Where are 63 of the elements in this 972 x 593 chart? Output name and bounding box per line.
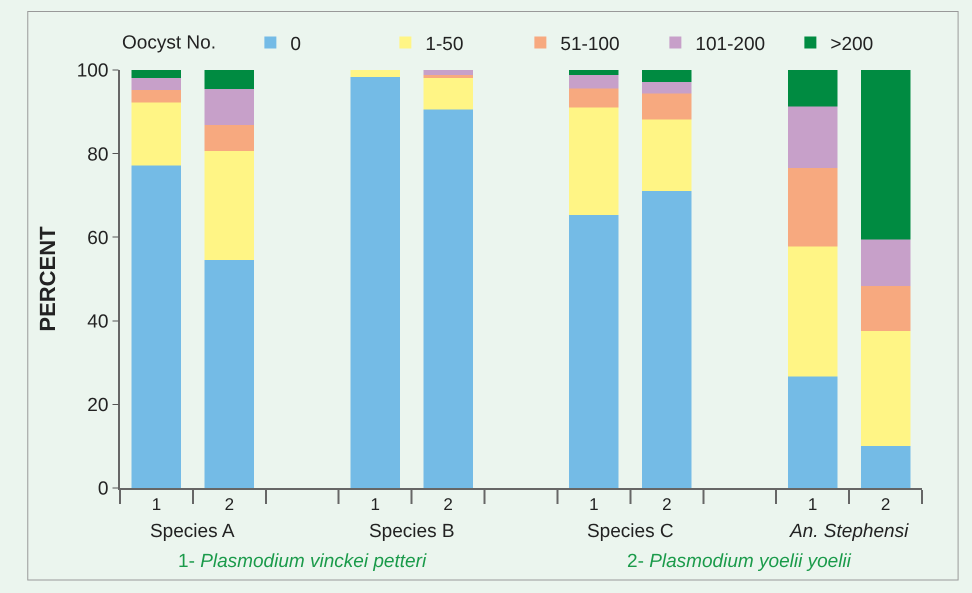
bar [860, 446, 910, 488]
text: Species A [150, 521, 235, 542]
x-tick-label: 2 [880, 495, 890, 514]
x-tick-label: 1 [152, 495, 162, 514]
bar [204, 89, 254, 125]
bar [569, 70, 619, 76]
bar [642, 82, 692, 94]
bar [642, 70, 692, 82]
bar [860, 286, 910, 331]
bar [132, 78, 182, 90]
bar [569, 88, 619, 108]
x-tick-label: 1 [589, 495, 599, 514]
text: An. Stephensi [789, 521, 910, 542]
bar [204, 151, 254, 260]
bar [132, 90, 182, 103]
legend-title: Oocyst No. [122, 32, 242, 54]
bar [132, 165, 182, 488]
bar [423, 70, 473, 76]
bar [642, 120, 692, 191]
legend-label: >200 [830, 34, 874, 55]
bar [642, 93, 692, 120]
bar [860, 70, 910, 240]
bar [204, 260, 254, 488]
bar [132, 102, 182, 166]
bar [788, 70, 838, 106]
legend-label: 101-200 [695, 34, 766, 55]
bar [642, 190, 692, 488]
y-tick-label: 80 [87, 144, 108, 166]
y-tick-label: 0 [98, 478, 108, 500]
bar [204, 124, 254, 152]
x-tick-label: 1 [370, 495, 380, 514]
text: 2- Plasmodium yoelii yoelii [627, 551, 852, 572]
text: Species C [587, 521, 674, 542]
bar [350, 70, 400, 78]
legend-label: 51-100 [560, 34, 620, 55]
bar [788, 246, 838, 376]
bar [860, 330, 910, 446]
bar [860, 239, 910, 286]
text: 1- Plasmodium vinckei petteri [178, 551, 427, 572]
x-tick-label: 2 [662, 495, 672, 514]
bar [569, 215, 619, 488]
bar [569, 75, 619, 88]
y-tick-label: 20 [87, 395, 108, 416]
y-tick-label: 40 [87, 311, 108, 332]
bar [423, 78, 473, 110]
bar [423, 110, 473, 488]
bar [569, 108, 619, 216]
bar [350, 77, 400, 488]
bar [132, 70, 182, 78]
y-tick-label: 60 [87, 228, 108, 249]
x-tick-label: 1 [808, 495, 818, 514]
bar [204, 70, 254, 90]
bar [788, 168, 838, 246]
bar [423, 75, 473, 78]
text: Species B [369, 521, 455, 542]
legend-label: 1-50 [425, 34, 464, 55]
x-tick-label: 2 [443, 495, 453, 514]
legend-label: 0 [290, 34, 301, 55]
y-axis-title: PERCENT [35, 226, 60, 332]
bar [788, 106, 838, 168]
bar [788, 376, 838, 488]
y-tick-label: 100 [76, 60, 108, 82]
x-tick-label: 2 [224, 495, 234, 514]
